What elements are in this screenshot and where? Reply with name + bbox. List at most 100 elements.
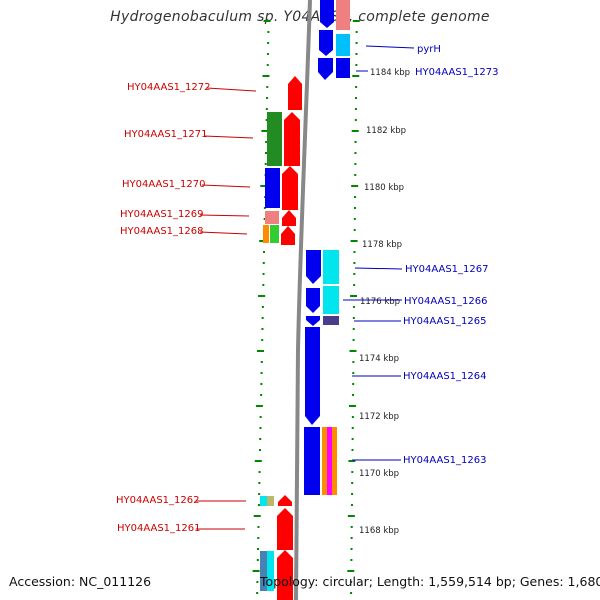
tick-dot <box>350 537 353 539</box>
tick-dot <box>260 383 263 385</box>
tick-dot <box>263 20 271 22</box>
cog-pyrH <box>336 34 350 56</box>
tick-dot <box>261 317 264 319</box>
gene-label-1273: HY04AAS1_1273 <box>415 67 498 78</box>
tick-dot <box>350 581 353 583</box>
tick-dot <box>351 416 354 418</box>
gene-1270-arrow <box>282 166 298 210</box>
map-title: Hydrogenobaculum sp. Y04AAS1, complete g… <box>110 9 490 25</box>
tick-dot <box>350 295 358 297</box>
tick-dot <box>259 438 262 440</box>
tick-dot <box>354 119 357 121</box>
tick-dot <box>267 31 270 33</box>
tick-dot <box>255 405 263 407</box>
cog-1265 <box>323 316 339 325</box>
leader-line <box>365 45 415 49</box>
tick-dot <box>257 548 260 550</box>
tick-dot <box>256 581 259 583</box>
left-tick-track <box>252 20 271 594</box>
reverse-cog-track <box>322 0 350 495</box>
tick-dot <box>261 306 264 308</box>
tick-dot <box>354 174 357 176</box>
cog-1268b <box>270 225 279 243</box>
cog-1267 <box>323 250 339 284</box>
tick-dot <box>350 240 358 242</box>
gene-1272-arrow <box>288 76 302 110</box>
gene-1265-arrow <box>306 316 320 326</box>
tick-dot <box>260 394 263 396</box>
tick-dot <box>354 163 357 165</box>
tick-dot <box>266 97 269 99</box>
gene-label-1264: HY04AAS1_1264 <box>403 371 486 382</box>
scale-label: 1174 kbp <box>359 354 399 364</box>
tick-dot <box>262 273 265 275</box>
tick-dot <box>351 438 354 440</box>
tick-dot <box>260 185 268 187</box>
tick-dot <box>355 86 358 88</box>
tick-dot <box>352 372 355 374</box>
gene-label-1262: HY04AAS1_1262 <box>116 495 199 506</box>
tick-dot <box>350 559 353 561</box>
tick-dot <box>265 119 268 121</box>
tick-dot <box>351 482 354 484</box>
gene-pyrH-arrow <box>319 30 333 56</box>
tick-dot <box>260 361 263 363</box>
cog-1273 <box>336 58 350 78</box>
tick-dot <box>264 163 267 165</box>
tick-dot <box>351 185 359 187</box>
scale-label: 1172 kbp <box>359 412 399 422</box>
genome-backbone <box>294 0 312 600</box>
tick-dot <box>355 31 358 33</box>
cog-1270 <box>265 168 280 208</box>
right-gene-labels: pyrH HY04AAS1_1273 HY04AAS1_1267 HY04AAS… <box>343 44 498 466</box>
tick-dot <box>354 108 357 110</box>
tick-dot <box>352 339 355 341</box>
gene-label-1261: HY04AAS1_1261 <box>117 523 200 534</box>
tick-dot <box>351 427 354 429</box>
forward-strand-genes <box>277 76 302 600</box>
tick-dot <box>257 350 264 352</box>
scale-label: 1184 kbp <box>370 68 410 78</box>
cog-1263c <box>332 427 337 495</box>
gene-label-1269: HY04AAS1_1269 <box>120 209 203 220</box>
tick-dot <box>262 284 265 286</box>
tick-dot <box>352 383 355 385</box>
leader-line <box>203 135 254 139</box>
cog-1268a <box>263 225 269 243</box>
tick-dot <box>354 196 357 198</box>
tick-dot <box>353 273 356 275</box>
tick-dot <box>252 570 260 572</box>
tick-dot <box>260 372 263 374</box>
scale-label: 1168 kbp <box>359 526 399 536</box>
tick-dot <box>352 394 355 396</box>
gene-next-arrow <box>277 550 293 600</box>
tick-dot <box>267 42 270 44</box>
cog-1266 <box>323 286 339 314</box>
cog-1269 <box>265 211 279 224</box>
gene-label-pyrH: pyrH <box>417 44 441 55</box>
tick-dot <box>352 306 355 308</box>
scale-label: 1178 kbp <box>362 240 402 250</box>
tick-dot <box>353 207 356 209</box>
tick-dot <box>355 64 358 66</box>
tick-dot <box>261 339 264 341</box>
tick-dot <box>262 75 270 77</box>
gene-1263-arrow <box>304 427 320 495</box>
tick-dot <box>254 460 262 462</box>
left-gene-labels: HY04AAS1_1272 HY04AAS1_1271 HY04AAS1_127… <box>116 82 257 534</box>
tick-dot <box>258 482 261 484</box>
scale-label: 1180 kbp <box>364 183 404 193</box>
scale-label: 1182 kbp <box>366 126 406 136</box>
cog-1271 <box>267 112 282 166</box>
tick-dot <box>354 152 357 154</box>
cog-1263b <box>327 427 332 495</box>
scale-label: 1176 kbp <box>360 297 400 307</box>
tick-dot <box>266 53 269 55</box>
tick-dot <box>349 350 357 352</box>
tick-dot <box>259 416 262 418</box>
tick-dot <box>351 130 359 132</box>
gene-top-arrow <box>320 0 334 28</box>
tick-dot <box>353 218 356 220</box>
cog-1263a <box>322 427 327 495</box>
scale-label: 1170 kbp <box>359 469 399 479</box>
